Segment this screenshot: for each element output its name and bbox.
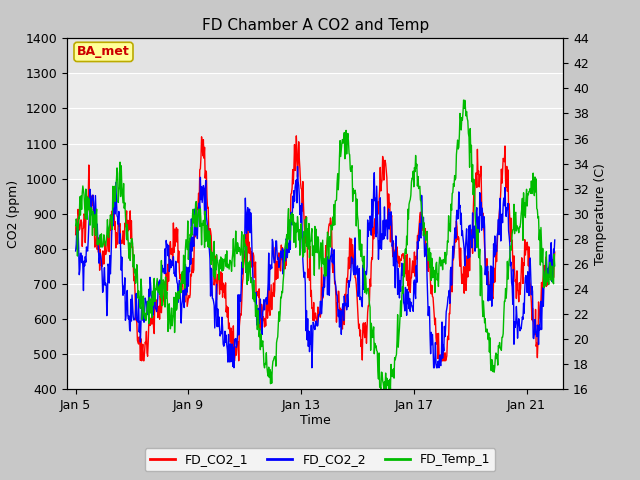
Y-axis label: Temperature (C): Temperature (C) (595, 163, 607, 264)
Legend: FD_CO2_1, FD_CO2_2, FD_Temp_1: FD_CO2_1, FD_CO2_2, FD_Temp_1 (145, 448, 495, 471)
X-axis label: Time: Time (300, 414, 331, 427)
Text: BA_met: BA_met (77, 46, 130, 59)
Bar (67, 38, 563, 73)
Title: FD Chamber A CO2 and Temp: FD Chamber A CO2 and Temp (202, 18, 429, 33)
Y-axis label: CO2 (ppm): CO2 (ppm) (7, 180, 20, 248)
